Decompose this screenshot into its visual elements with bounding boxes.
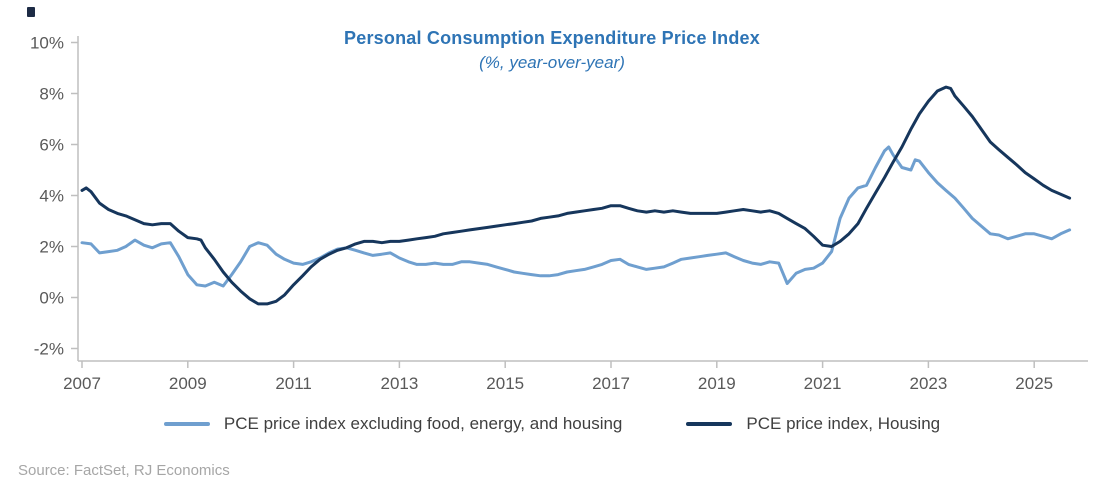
x-tick-label: 2017 bbox=[592, 374, 630, 393]
x-tick-label: 2015 bbox=[486, 374, 524, 393]
x-tick-label: 2025 bbox=[1015, 374, 1053, 393]
source-note: Source: FactSet, RJ Economics bbox=[18, 462, 230, 479]
y-tick-label: 10% bbox=[30, 34, 64, 53]
pce-line-chart: 10% 8% 6% 4% 2% 0% -2% 2007 2009 2011 2013 2015 2017… bbox=[30, 34, 1088, 393]
legend-label-core: PCE price index excluding food, energy, … bbox=[223, 414, 623, 433]
legend-item-core: PCE price index excluding food, energy, … bbox=[163, 414, 623, 434]
y-tick-label: 4% bbox=[39, 187, 64, 206]
x-tick-label: 2019 bbox=[698, 374, 736, 393]
y-tick-label: 2% bbox=[39, 238, 64, 257]
legend-swatch-core bbox=[163, 422, 210, 426]
chart-legend: PCE price index excluding food, energy, … bbox=[0, 414, 1104, 434]
corner-mark bbox=[27, 7, 35, 17]
legend-label-housing: PCE price index, Housing bbox=[746, 414, 941, 433]
x-tick-label: 2009 bbox=[169, 374, 207, 393]
x-tick-label: 2011 bbox=[275, 374, 312, 393]
y-tick-label: 6% bbox=[39, 136, 64, 155]
x-tick-label: 2021 bbox=[804, 374, 842, 393]
y-tick-label: -2% bbox=[34, 340, 64, 359]
series-line-housing bbox=[80, 85, 1072, 306]
x-tick-label: 2007 bbox=[63, 374, 101, 393]
x-tick-label: 2023 bbox=[909, 374, 947, 393]
legend-item-housing: PCE price index, Housing bbox=[686, 414, 940, 434]
series-line-core bbox=[80, 145, 1072, 288]
y-tick-label: 8% bbox=[39, 85, 64, 104]
y-tick-label: 0% bbox=[39, 289, 64, 308]
x-tick-label: 2013 bbox=[380, 374, 418, 393]
legend-swatch-housing bbox=[686, 422, 733, 426]
